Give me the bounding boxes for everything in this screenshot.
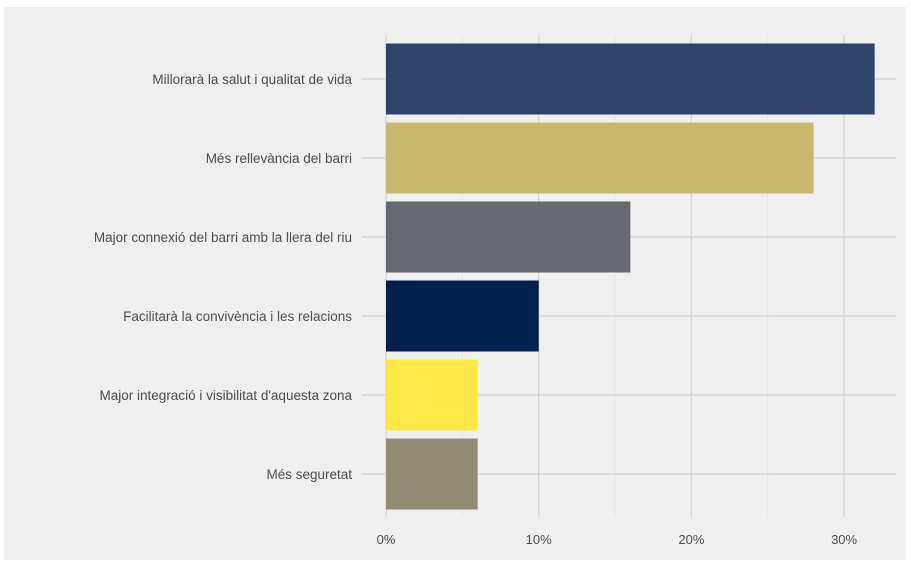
category-label: Major integració i visibilitat d'aquesta… (100, 388, 353, 403)
category-label: Major connexió del barri amb la llera de… (94, 230, 352, 245)
category-label: Facilitarà la convivència i les relacion… (123, 309, 352, 324)
bar (386, 438, 478, 510)
x-tick-label: 30% (831, 532, 857, 547)
x-axis-labels: 0% 10% 20% 30% (377, 532, 858, 547)
bar (386, 359, 478, 431)
bars (386, 43, 875, 510)
bar (386, 201, 631, 273)
bar (386, 280, 539, 352)
category-label: Millorarà la salut i qualitat de vida (152, 72, 352, 87)
y-axis-labels: Millorarà la salut i qualitat de vida Més… (94, 72, 353, 482)
category-label: Més seguretat (266, 467, 352, 482)
x-tick-label: 0% (377, 532, 396, 547)
x-tick-label: 20% (678, 532, 704, 547)
bar (386, 43, 875, 115)
category-label: Més rellevància del barri (206, 151, 352, 166)
x-tick-label: 10% (526, 532, 552, 547)
bar (386, 122, 814, 194)
